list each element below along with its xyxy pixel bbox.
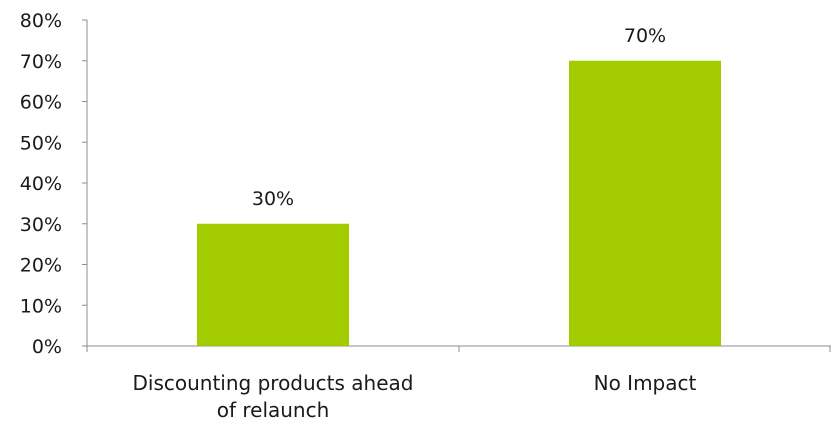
data-label: 70% [624,25,666,47]
category-label-line: Discounting products ahead [133,371,414,395]
category-label: No Impact [594,371,697,395]
category-label-line: of relaunch [217,398,330,422]
category-label-line: No Impact [594,371,697,395]
y-tick-label: 70% [20,51,62,73]
bars [197,60,721,346]
x-axis [82,345,831,352]
y-tick-label: 30% [20,214,62,236]
bar [197,223,349,346]
y-tick-label: 40% [20,173,62,195]
y-axis: 0% 10% 20% 30% 40% 50% 60% 70% 80% [20,10,88,358]
y-tick-label: 10% [20,295,62,317]
data-labels: 30% 70% [252,25,666,210]
category-label: Discounting products ahead of relaunch [133,371,414,422]
category-labels: Discounting products ahead of relaunch No … [133,371,697,422]
bar [569,60,721,346]
y-tick-label: 0% [32,336,62,358]
y-tick-label: 80% [20,10,62,32]
y-tick-label: 60% [20,92,62,114]
y-tick-label: 20% [20,255,62,277]
y-tick-label: 50% [20,132,62,154]
data-label: 30% [252,188,294,210]
